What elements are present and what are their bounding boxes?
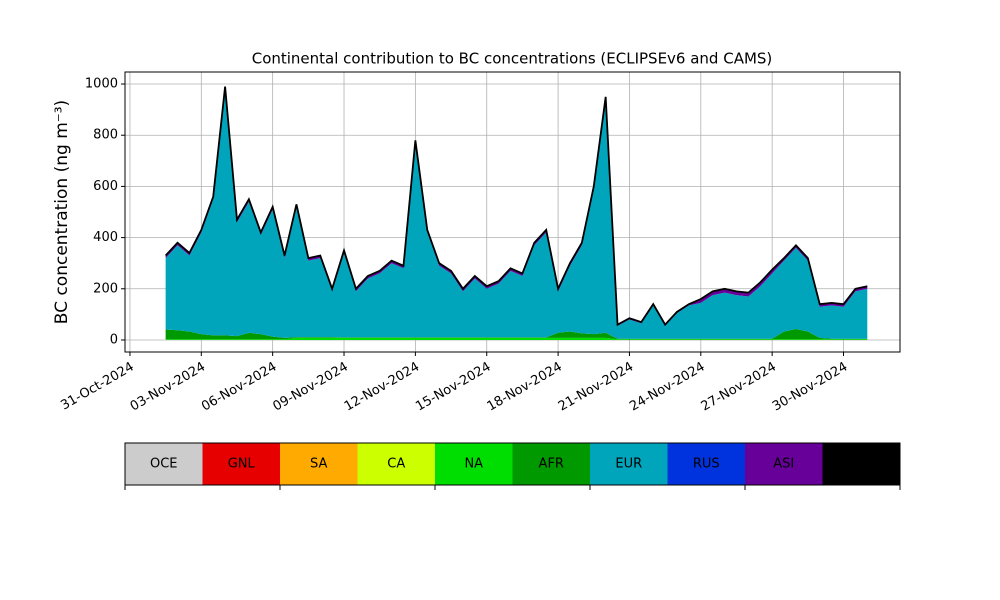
legend-swatch — [125, 443, 203, 485]
legend-label: ASI — [773, 457, 794, 472]
legend-swatch — [667, 443, 745, 485]
x-tick-label: 18-Nov-2024 — [485, 360, 565, 415]
area — [165, 337, 868, 340]
y-tick-label: 800 — [93, 128, 118, 143]
x-tick-label: 30-Nov-2024 — [770, 360, 850, 415]
y-tick-label: 400 — [93, 230, 118, 245]
y-tick-label: 1000 — [85, 77, 118, 92]
y-tick-label: 200 — [93, 281, 118, 296]
legend-label: NA — [464, 457, 483, 472]
legend-swatch — [512, 443, 590, 485]
legend-swatch — [202, 443, 280, 485]
legend-swatch — [280, 443, 358, 485]
x-tick-label: 27-Nov-2024 — [699, 360, 779, 415]
legend-swatch — [357, 443, 435, 485]
x-tick-label: 31-Oct-2024 — [58, 360, 136, 414]
plot-frame — [124, 71, 901, 353]
x-tick-label: 06-Nov-2024 — [199, 360, 279, 415]
legend-label: GNL — [228, 457, 256, 472]
legend-label: RUS — [693, 457, 720, 472]
legend-label: OCE — [150, 457, 178, 472]
areas — [164, 86, 868, 340]
legend-swatch — [745, 443, 823, 485]
legend-label: AFR — [539, 457, 564, 472]
y-tick-label: 0 — [110, 332, 118, 347]
x-tick-label: 12-Nov-2024 — [342, 360, 422, 415]
legend-label: AUS — [848, 457, 875, 472]
legend-label: CA — [387, 457, 405, 472]
legend-label: SA — [310, 457, 327, 472]
y-axis-label: BC concentration (ng m⁻³) — [52, 100, 72, 324]
x-tick-label: 03-Nov-2024 — [128, 360, 208, 415]
y-tick-label: 600 — [93, 179, 118, 194]
legend-frame — [124, 442, 901, 486]
area — [165, 89, 868, 339]
total-outline — [164, 86, 868, 327]
x-tick-label: 09-Nov-2024 — [270, 360, 350, 415]
legend-swatch — [590, 443, 668, 485]
legend-label: EUR — [615, 457, 642, 472]
area — [165, 328, 868, 340]
chart-title: Continental contribution to BC concentra… — [252, 50, 773, 68]
x-tick-label: 15-Nov-2024 — [413, 360, 493, 415]
x-tick-label: 24-Nov-2024 — [627, 360, 707, 415]
legend-swatch — [435, 443, 513, 485]
x-tick-label: 21-Nov-2024 — [556, 360, 636, 415]
legend-swatch — [822, 443, 900, 485]
